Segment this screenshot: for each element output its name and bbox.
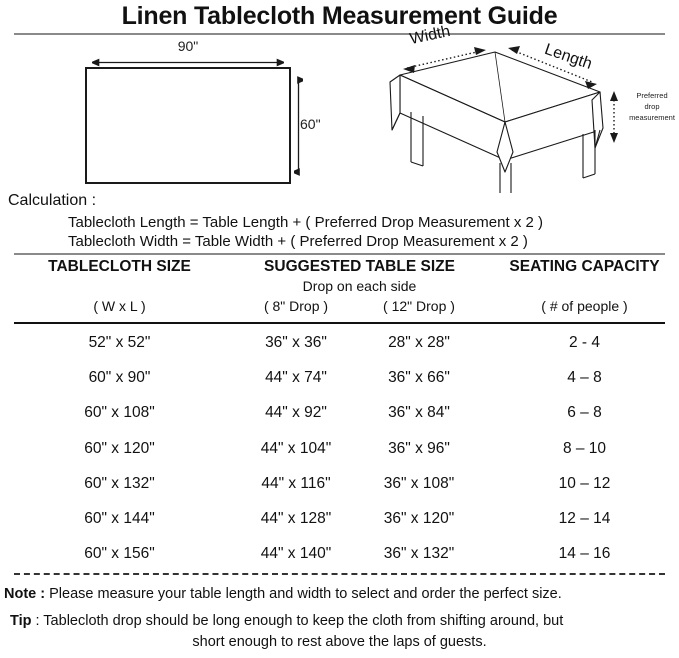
footer-dashed-divider [14,573,665,575]
cell-tablecloth-size: 60" x 132" [84,475,155,492]
drop-label-line-3: measurement [629,113,675,122]
tip-label: Tip [10,613,32,629]
cell-12-inch-drop: 36" x 108" [383,475,455,492]
drop-on-each-side-note: Drop on each side [302,278,417,294]
table-row: 60" x 156" 44" x 140" 36" x 132" 14 – 16 [0,545,679,575]
table-top-divider [14,253,665,255]
cell-tablecloth-size: 60" x 144" [84,510,155,527]
cell-12-inch-drop: 36" x 66" [388,369,450,386]
column-header-tablecloth-size: TABLECLOTH SIZE [48,258,191,275]
cell-8-inch-drop: 44" x 140" [260,545,332,562]
rect-height-label: 60" [300,116,321,132]
cell-8-inch-drop: 44" x 74" [265,369,327,386]
cell-seating-capacity: 2 - 4 [568,334,600,351]
cell-seating-capacity: 6 – 8 [567,404,602,421]
width-dimension-arrow [92,58,284,67]
cell-12-inch-drop: 36" x 132" [383,545,455,562]
draped-table-illustration [345,30,679,195]
note-text: Please measure your table length and wid… [49,586,562,602]
note-label: Note : [4,586,46,602]
cell-seating-capacity: 10 – 12 [558,475,611,492]
cell-8-inch-drop: 44" x 128" [260,510,332,527]
cell-12-inch-drop: 36" x 120" [383,510,455,527]
page-title: Linen Tablecloth Measurement Guide [121,2,558,30]
rect-width-label: 90" [177,38,199,54]
cell-seating-capacity: 14 – 16 [558,545,611,562]
subheader-12-inch-drop: ( 12" Drop ) [383,298,455,314]
cell-8-inch-drop: 44" x 104" [260,440,332,457]
tip-text: : Tablecloth drop should be long enough … [35,613,564,629]
cell-tablecloth-size: 60" x 90" [88,369,151,386]
header-bottom-divider [14,322,665,324]
subheader-number-of-people: ( # of people ) [541,298,628,314]
cell-12-inch-drop: 36" x 84" [388,404,450,421]
tablecloth-dimension-diagram: 90" 60" [0,36,345,191]
cell-tablecloth-size: 60" x 108" [84,404,155,421]
table-row: 60" x 90" 44" x 74" 36" x 66" 4 – 8 [0,369,679,399]
drop-label-line-2: drop [644,102,660,111]
table-row: 52" x 52" 36" x 36" 28" x 28" 2 - 4 [0,334,679,364]
cell-tablecloth-size: 60" x 156" [84,545,155,562]
title-divider [14,33,665,35]
cell-8-inch-drop: 44" x 92" [265,404,327,421]
calculation-heading: Calculation : [8,192,97,209]
column-header-suggested-table-size: SUGGESTED TABLE SIZE [264,258,455,275]
preferred-drop-label: Preferred drop measurement [625,90,679,123]
cell-8-inch-drop: 36" x 36" [265,334,327,351]
table-row: 60" x 144" 44" x 128" 36" x 120" 12 – 14 [0,510,679,540]
cell-8-inch-drop: 44" x 116" [261,475,331,492]
subheader-w-x-l: ( W x L ) [93,298,146,314]
cell-12-inch-drop: 28" x 28" [388,334,450,351]
note-line: Note : Please measure your table length … [4,586,675,602]
tip-line: Tip : Tablecloth drop should be long eno… [10,613,670,629]
table-row: 60" x 120" 44" x 104" 36" x 96" 8 – 10 [0,440,679,470]
subheader-8-inch-drop: ( 8" Drop ) [263,298,329,314]
table-row: 60" x 132" 44" x 116" 36" x 108" 10 – 12 [0,475,679,505]
cell-seating-capacity: 12 – 14 [558,510,611,527]
cell-tablecloth-size: 60" x 120" [84,440,155,457]
table-drawing [389,46,618,193]
cell-seating-capacity: 8 – 10 [562,440,607,457]
cell-tablecloth-size: 52" x 52" [88,334,151,351]
cell-seating-capacity: 4 – 8 [567,369,602,386]
tip-text-line-2: short enough to rest above the laps of g… [192,634,487,650]
height-dimension-arrow [294,76,303,176]
drop-label-line-1: Preferred [636,91,668,100]
calculation-length-formula: Tablecloth Length = Table Length + ( Pre… [68,214,543,231]
cell-12-inch-drop: 36" x 96" [388,440,450,457]
column-header-seating-capacity: SEATING CAPACITY [509,258,660,275]
calculation-width-formula: Tablecloth Width = Table Width + ( Prefe… [68,233,528,250]
table-rectangle [85,67,291,184]
table-row: 60" x 108" 44" x 92" 36" x 84" 6 – 8 [0,404,679,434]
